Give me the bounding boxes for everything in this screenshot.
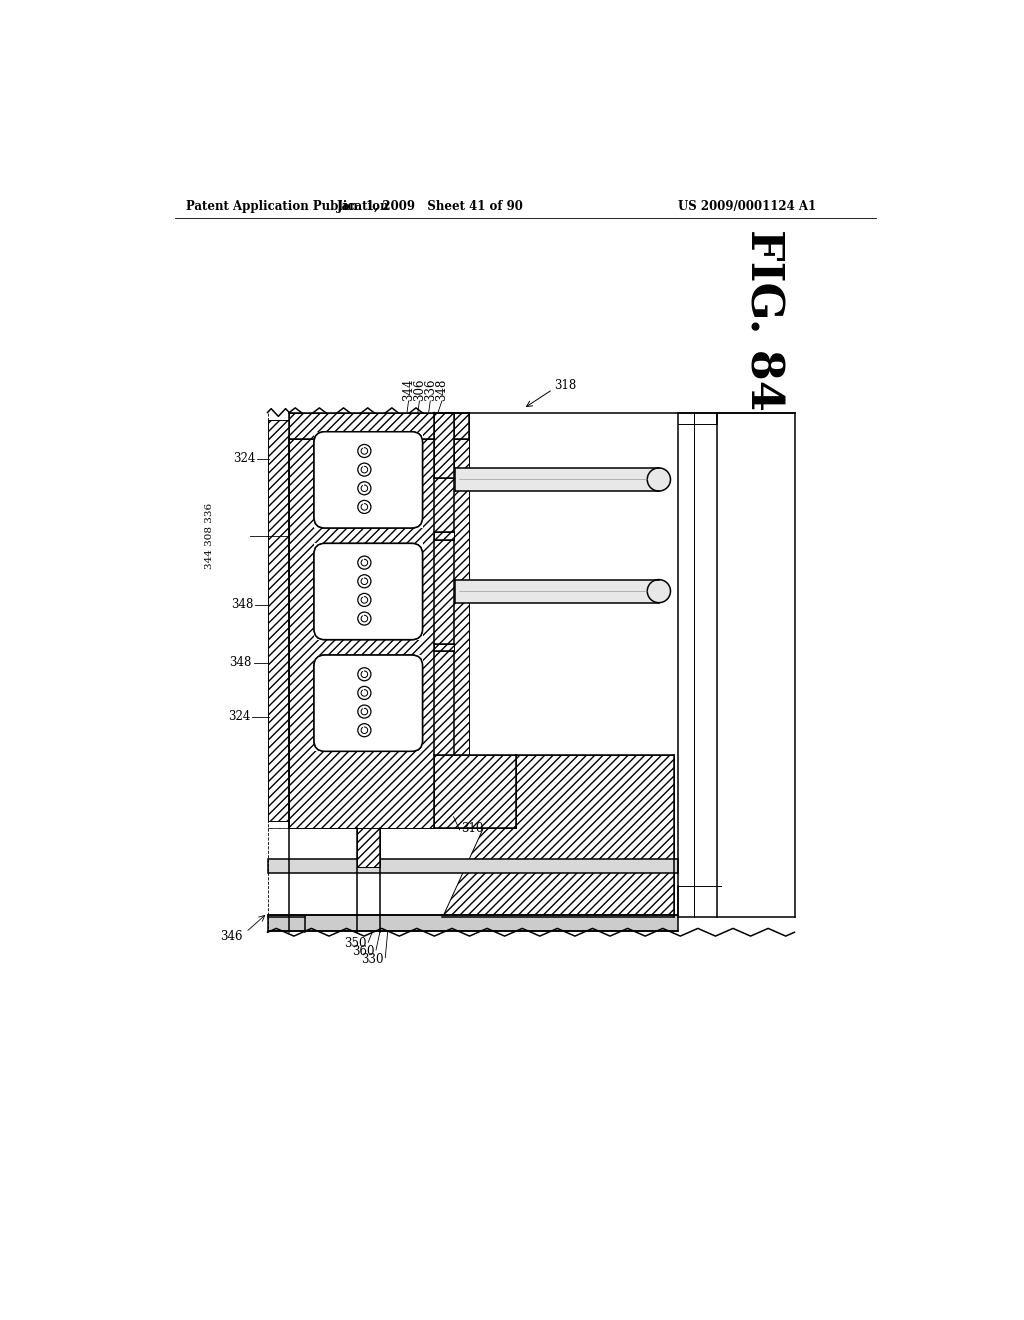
- Bar: [289, 412, 469, 440]
- Text: 348: 348: [229, 656, 252, 669]
- FancyBboxPatch shape: [314, 544, 423, 640]
- Bar: [434, 412, 454, 478]
- Text: 306: 306: [413, 378, 426, 401]
- Text: Jan. 1, 2009   Sheet 41 of 90: Jan. 1, 2009 Sheet 41 of 90: [337, 199, 523, 213]
- Text: 350: 350: [344, 937, 367, 950]
- FancyBboxPatch shape: [314, 432, 423, 528]
- Bar: [455, 469, 658, 491]
- FancyBboxPatch shape: [314, 432, 423, 528]
- Text: 330: 330: [361, 953, 384, 966]
- Bar: [434, 644, 454, 651]
- FancyBboxPatch shape: [314, 655, 423, 751]
- Text: Patent Application Publication: Patent Application Publication: [186, 199, 389, 213]
- FancyBboxPatch shape: [314, 544, 423, 640]
- Bar: [314, 655, 423, 751]
- Text: 344 308 336: 344 308 336: [206, 503, 214, 569]
- Bar: [434, 755, 515, 829]
- Text: 336: 336: [424, 378, 437, 401]
- Text: 318: 318: [554, 379, 577, 392]
- Bar: [314, 432, 423, 528]
- Bar: [356, 829, 380, 867]
- Ellipse shape: [647, 469, 671, 491]
- Bar: [289, 440, 322, 829]
- Bar: [314, 544, 423, 640]
- Bar: [267, 420, 289, 821]
- Bar: [267, 416, 289, 829]
- Text: 344: 344: [402, 378, 415, 401]
- Bar: [434, 532, 454, 540]
- Text: 348: 348: [231, 598, 254, 611]
- Bar: [267, 859, 678, 873]
- Text: 348: 348: [435, 379, 449, 400]
- Bar: [455, 579, 658, 603]
- Text: 310: 310: [461, 822, 483, 834]
- FancyBboxPatch shape: [314, 655, 423, 751]
- Text: 324: 324: [228, 710, 251, 723]
- Polygon shape: [442, 755, 675, 917]
- Text: 324: 324: [233, 453, 256, 465]
- Text: FIG. 84: FIG. 84: [742, 230, 785, 411]
- Bar: [289, 440, 469, 829]
- Text: US 2009/0001124 A1: US 2009/0001124 A1: [678, 199, 816, 213]
- Text: 360: 360: [352, 945, 375, 958]
- Ellipse shape: [647, 579, 671, 603]
- Bar: [267, 915, 678, 931]
- Text: 346: 346: [220, 929, 243, 942]
- Bar: [267, 416, 289, 829]
